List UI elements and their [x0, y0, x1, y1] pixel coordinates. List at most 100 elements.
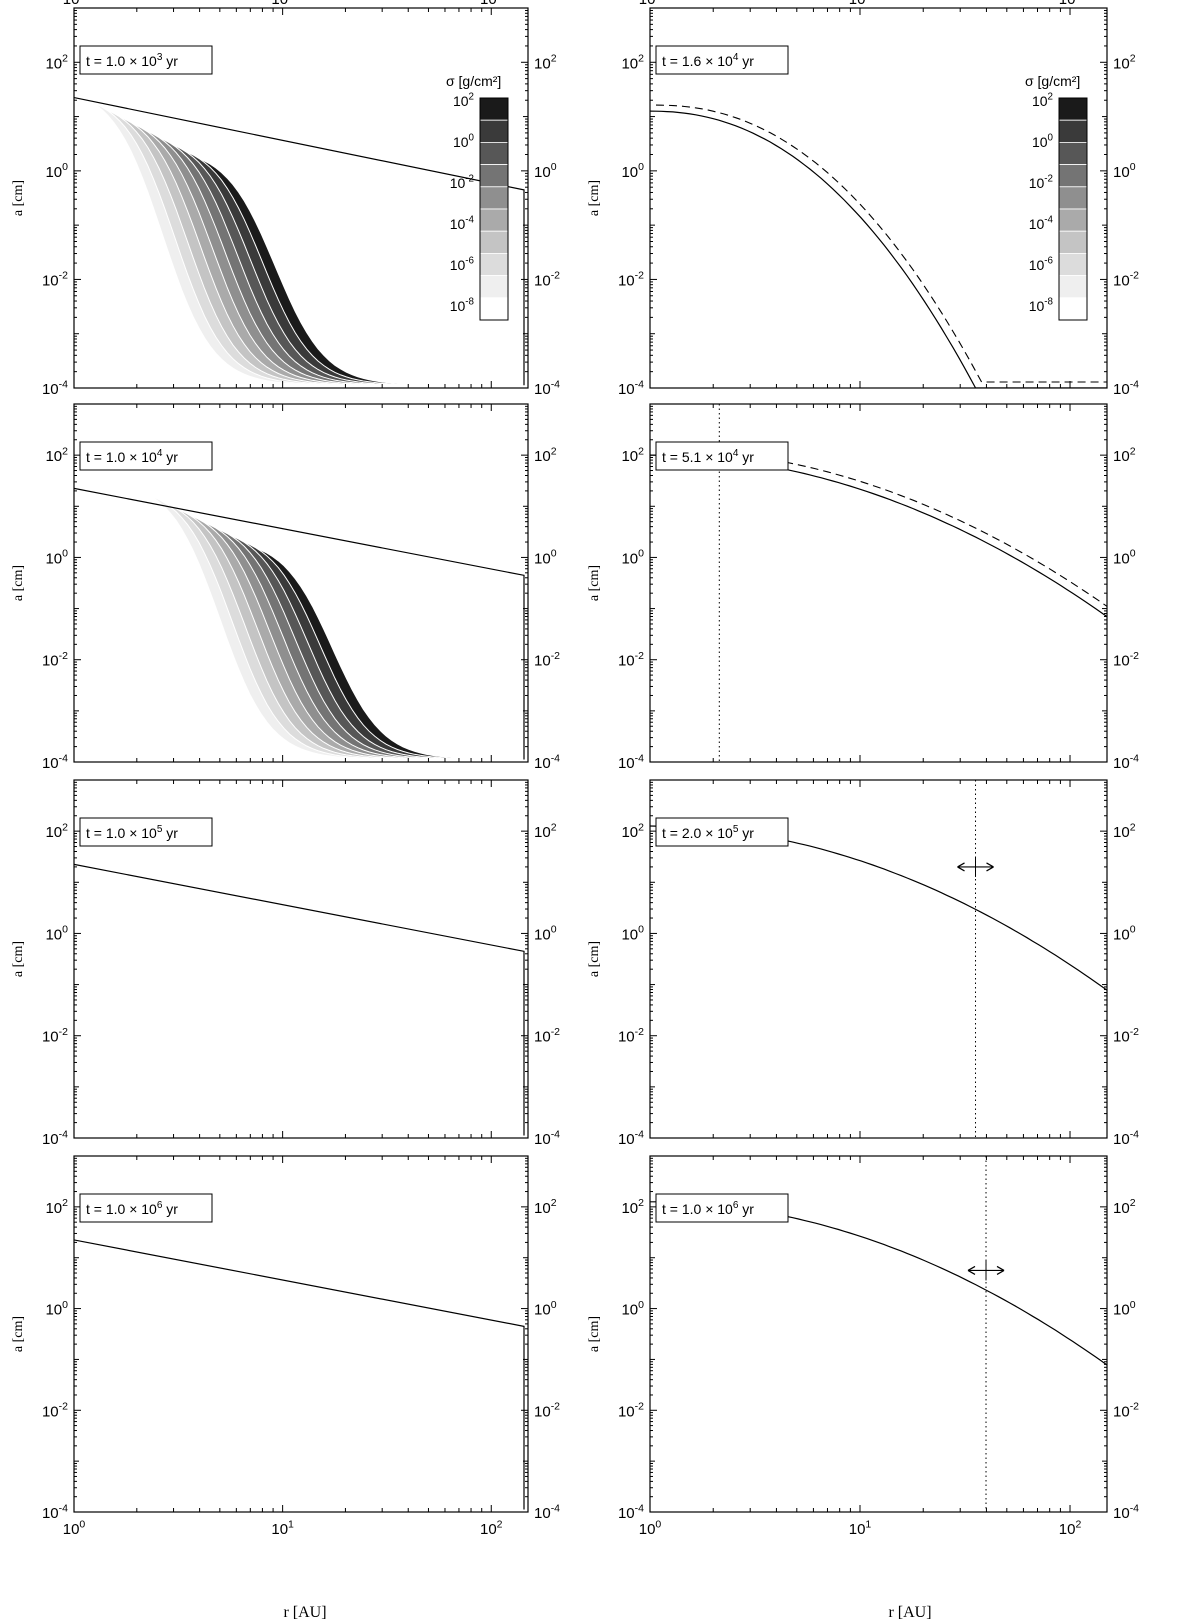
plot-frame	[73, 7, 529, 389]
x-tick-label: 101	[271, 0, 294, 8]
time-label-text: t = 1.0 × 103 yr	[86, 52, 178, 69]
y-axis-label: a [cm]	[587, 565, 602, 601]
colorbar-tick-label: 10-2	[450, 174, 474, 191]
y-tick-label: 10-4	[534, 378, 560, 398]
panel: 10-4 10-4 10-2 10-2 100 100 102 102 a [cm] t = 5.…	[587, 403, 1139, 772]
time-label-box	[79, 45, 213, 75]
y-tick-label: 100	[1113, 924, 1136, 944]
y-tick-label: 10-2	[534, 270, 560, 290]
y-tick-label: 102	[621, 821, 644, 841]
y-tick-label: 100	[534, 924, 557, 944]
time-label: t = 1.0 × 103 yr	[79, 45, 213, 75]
y-tick-label: 102	[534, 821, 557, 841]
plot-frame	[649, 7, 1108, 389]
colorbar-swatch	[479, 252, 509, 276]
y-tick-label: 10-4	[534, 1128, 560, 1148]
colorbar-swatch	[479, 230, 509, 254]
colorbar-frame	[479, 97, 509, 321]
y-tick-label: 10-2	[42, 1026, 68, 1046]
colorbar-swatch	[1058, 230, 1088, 254]
panel: 10-4 10-4 10-2 10-2 100 100 102 102 a [cm] t = 2.…	[587, 779, 1139, 1148]
colorbar-swatch	[1058, 141, 1088, 165]
y-tick-label: 102	[621, 445, 644, 465]
contour-plot	[74, 1156, 528, 1512]
size-limit-line	[74, 487, 525, 760]
panel: 10-4 10-4 10-2 10-2 100 100 102 102 100 101 102 a […	[11, 1155, 560, 1538]
y-axis-label: a [cm]	[587, 1316, 602, 1352]
y-tick-label: 10-2	[618, 270, 644, 290]
colorbar-swatch	[1058, 119, 1088, 143]
colorbar-swatch	[1058, 208, 1088, 232]
time-label-box	[655, 817, 789, 847]
colorbar-frame	[1058, 97, 1088, 321]
colorbar-tick-label: 102	[1032, 92, 1053, 109]
colorbar-swatch	[1058, 186, 1088, 210]
time-label: t = 1.0 × 104 yr	[79, 441, 213, 471]
contour-band	[650, 863, 1107, 1138]
y-tick-label: 10-4	[618, 1128, 644, 1148]
colorbar-tick-label: 10-4	[450, 215, 475, 232]
contour-plot	[74, 8, 528, 388]
y-tick-label: 10-2	[1113, 1026, 1139, 1046]
y-axis-label: a [cm]	[587, 941, 602, 977]
contour-plot	[650, 404, 1107, 762]
y-tick-label: 100	[1113, 161, 1136, 181]
colorbar-swatch	[1058, 275, 1088, 299]
y-tick-label: 102	[534, 445, 557, 465]
x-tick-label: 100	[63, 1518, 86, 1538]
y-axis-label: a [cm]	[11, 941, 26, 977]
plot-frame	[649, 779, 1108, 1139]
colorbar-swatch	[1058, 97, 1088, 121]
plot-frame	[73, 779, 529, 1139]
colorbar-tick-label: 10-8	[450, 297, 475, 314]
colorbar-tick-label: 10-2	[1029, 174, 1053, 191]
time-label-text: t = 1.6 × 104 yr	[662, 52, 754, 69]
colorbar-title: σ [g/cm²]	[446, 73, 501, 89]
colorbar-tick-label: 10-6	[450, 256, 475, 273]
size-limit-line	[650, 110, 1107, 388]
colorbar-tick-label: 100	[1032, 133, 1054, 150]
panel: 10-4 10-4 10-2 10-2 100 100 102 102 a [cm] t = 1.…	[11, 403, 560, 772]
contour-band	[74, 479, 528, 762]
colorbar: σ [g/cm²] 102 100 10-2 10-4 10-6 10-8	[1025, 73, 1088, 321]
time-label-text: t = 1.0 × 105 yr	[86, 824, 178, 841]
y-axis-label: a [cm]	[11, 565, 26, 601]
y-tick-label: 100	[534, 161, 557, 181]
time-label: t = 2.0 × 105 yr	[655, 817, 789, 847]
y-tick-label: 100	[1113, 1299, 1136, 1319]
y-tick-label: 102	[621, 1197, 644, 1217]
colorbar-title: σ [g/cm²]	[1025, 73, 1080, 89]
y-tick-label: 10-2	[1113, 650, 1139, 670]
y-tick-label: 102	[45, 53, 68, 73]
y-tick-label: 10-4	[42, 752, 68, 772]
y-tick-label: 10-2	[534, 1401, 560, 1421]
y-tick-label: 102	[1113, 445, 1136, 465]
y-tick-label: 10-2	[534, 1026, 560, 1046]
panel: 10-4 10-4 10-2 10-2 100 100 102 102 100 101 102 a […	[587, 0, 1139, 398]
y-axis-label: a [cm]	[11, 180, 26, 216]
colorbar-swatch	[479, 297, 509, 321]
y-tick-label: 100	[534, 1299, 557, 1319]
colorbar-swatch	[479, 97, 509, 121]
colorbar-tick-label: 10-4	[1029, 215, 1054, 232]
colorbar-swatch	[479, 141, 509, 165]
colorbar-tick-label: 100	[453, 133, 475, 150]
y-tick-label: 10-4	[1113, 378, 1139, 398]
contour-band	[74, 1260, 528, 1512]
y-tick-label: 10-4	[618, 752, 644, 772]
plot-frame	[649, 1155, 1108, 1513]
y-tick-label: 10-2	[618, 1401, 644, 1421]
y-tick-label: 102	[534, 1197, 557, 1217]
y-tick-label: 10-4	[42, 1502, 68, 1522]
time-label: t = 1.6 × 104 yr	[655, 45, 789, 75]
time-label-box	[79, 817, 213, 847]
panel: 10-4 10-4 10-2 10-2 100 100 102 102 100 101 102 a […	[587, 1155, 1139, 1538]
arrow-heads	[957, 862, 994, 872]
arrow-heads	[967, 1265, 1005, 1275]
time-label-text: t = 1.0 × 106 yr	[86, 1200, 178, 1217]
time-label-box	[655, 45, 789, 75]
time-label-text: t = 2.0 × 105 yr	[662, 824, 754, 841]
time-label: t = 1.0 × 105 yr	[79, 817, 213, 847]
y-tick-label: 10-4	[1113, 1128, 1139, 1148]
contour-plot	[74, 780, 528, 1138]
